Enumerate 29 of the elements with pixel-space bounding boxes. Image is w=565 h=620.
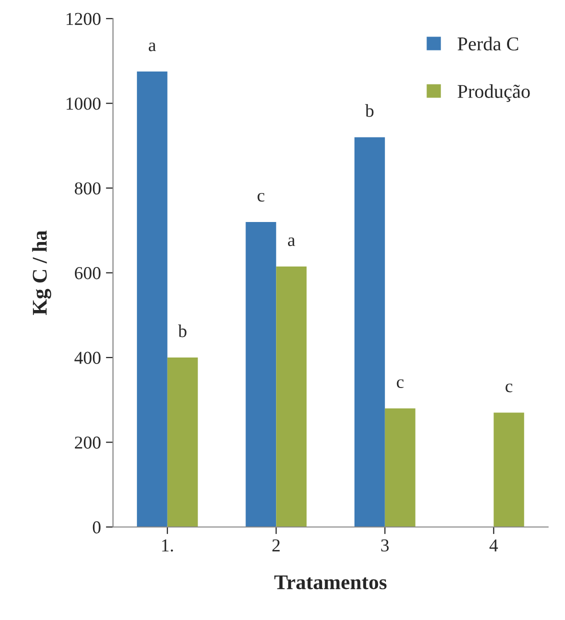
legend-label: Perda C (458, 36, 518, 50)
y-axis-title: Kg C / ha (32, 230, 52, 315)
annotation: a (288, 237, 296, 246)
x-tick-label: 4 (490, 539, 498, 552)
annotation: b (178, 324, 186, 338)
bar (494, 412, 524, 527)
annotation: a (148, 42, 156, 52)
x-tick-label: 2 (272, 539, 280, 552)
x-tick-label: 1. (162, 539, 173, 552)
x-axis-title: Tratamentos (274, 575, 387, 590)
y-tick-label: 400 (74, 352, 101, 364)
annotation: c (506, 384, 512, 392)
bar (136, 72, 168, 527)
bar (354, 137, 385, 527)
bar (167, 358, 198, 527)
y-tick-label: 800 (74, 182, 101, 195)
bar (384, 408, 416, 527)
annotation: c (396, 379, 404, 388)
annotation: c (258, 192, 264, 202)
y-tick-label: 200 (74, 436, 101, 449)
bar (246, 222, 276, 527)
y-tick-label: 1000 (66, 98, 101, 110)
legend-label: Produção (458, 84, 530, 102)
y-tick-label: 0 (92, 521, 101, 534)
x-tick-label: 3 (381, 539, 389, 552)
y-tick-label: 1200 (66, 12, 101, 26)
y-tick-label: 600 (74, 267, 101, 280)
bar (276, 266, 307, 527)
annotation: b (365, 104, 374, 117)
